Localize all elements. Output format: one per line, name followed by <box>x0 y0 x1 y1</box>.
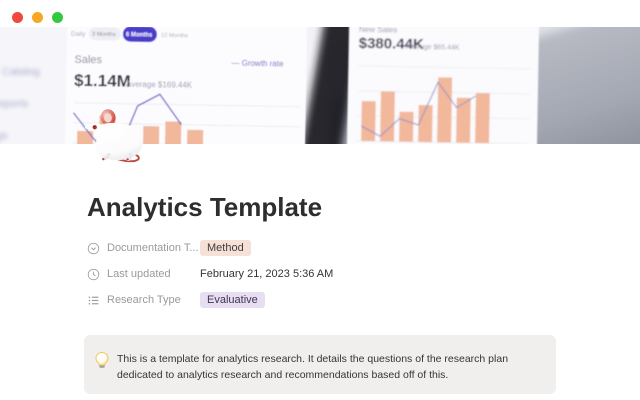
svg-text:New Sales: New Sales <box>359 27 397 35</box>
svg-text:3 Months: 3 Months <box>92 32 116 38</box>
svg-text:Daily: Daily <box>71 31 86 38</box>
svg-text:$1.14M: $1.14M <box>74 71 131 91</box>
svg-text:— Growth rate: — Growth rate <box>231 59 284 69</box>
svg-text:Average $169.44K: Average $169.44K <box>126 80 193 90</box>
svg-text:Sales: Sales <box>74 54 102 66</box>
svg-text:12 Months: 12 Months <box>161 33 188 39</box>
svg-text:Reports: Reports <box>0 98 29 110</box>
svg-text:Average $65.44K: Average $65.44K <box>406 44 460 52</box>
svg-text:6 Months: 6 Months <box>126 32 153 38</box>
svg-text:Catalog: Catalog <box>2 66 40 78</box>
svg-text:ngs: ngs <box>0 130 8 142</box>
